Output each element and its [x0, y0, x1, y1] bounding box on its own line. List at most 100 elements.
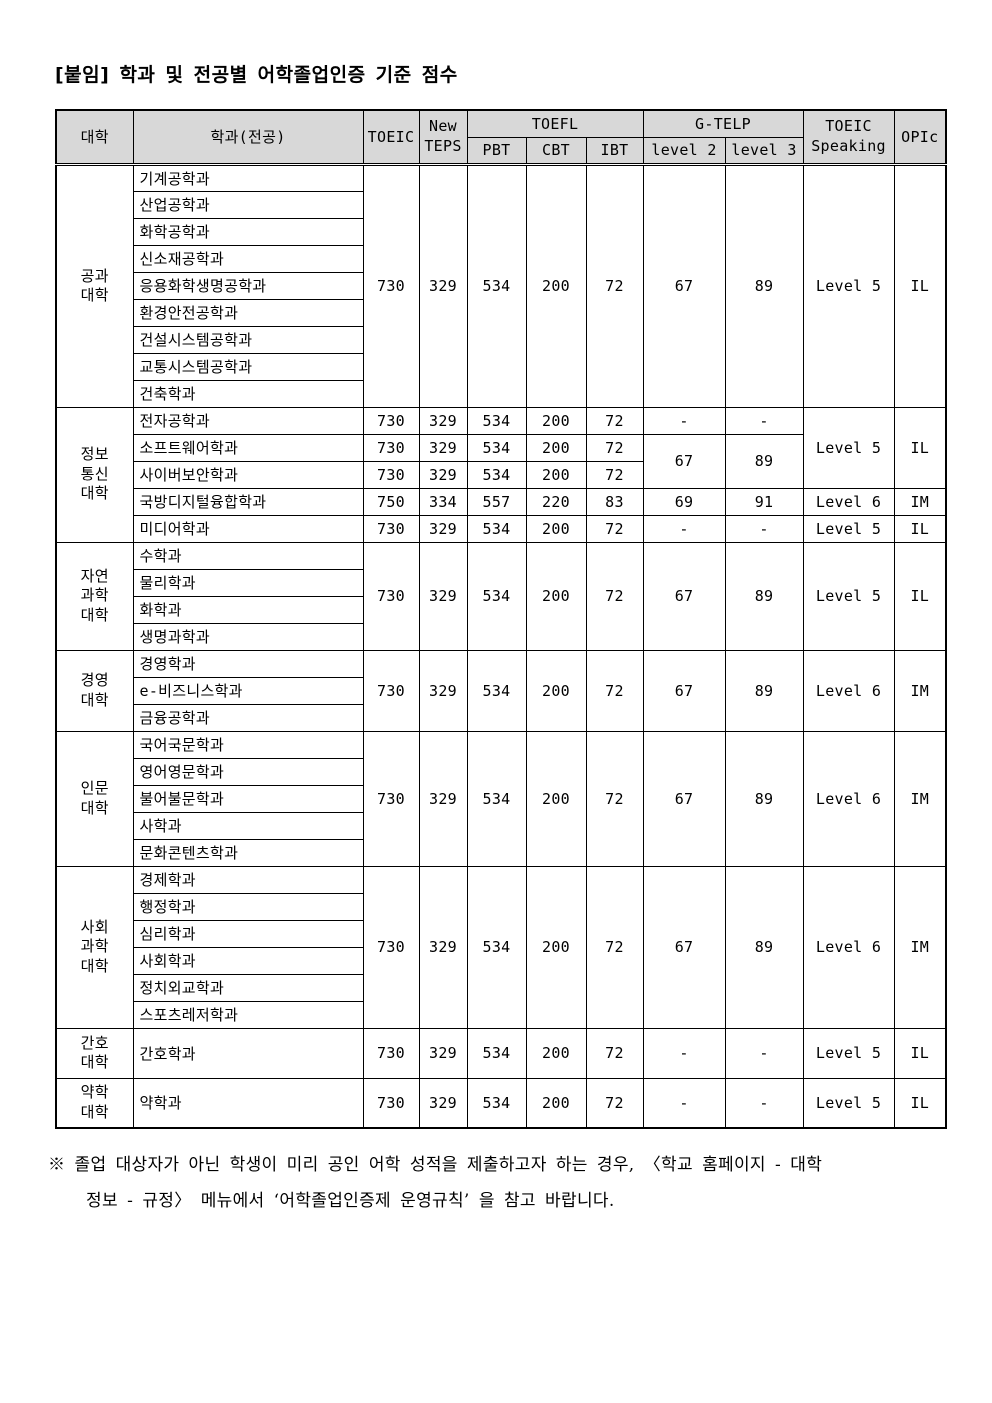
cbt-cell: 200 [525, 514, 587, 543]
dept-cell: 수학과 [132, 541, 364, 570]
toeic-cell: 730 [362, 163, 420, 408]
header-toefl: TOEFL [466, 109, 644, 138]
teps-cell: 329 [418, 514, 468, 543]
dept-cell: 국방디지털융합학과 [132, 487, 364, 516]
ibt-cell: 72 [585, 1027, 644, 1079]
cbt-cell: 200 [525, 1077, 587, 1129]
gtelp2-cell: 67 [642, 433, 726, 489]
header-level3: level 3 [724, 136, 804, 166]
pbt-cell: 534 [466, 1077, 527, 1129]
gtelp3-cell: - [724, 1077, 804, 1129]
dept-cell: 전자공학과 [132, 406, 364, 435]
dept-cell: 사학과 [132, 811, 364, 840]
dept-cell: 경제학과 [132, 865, 364, 894]
gtelp2-cell: 67 [642, 649, 726, 732]
footnote: ※ 졸업 대상자가 아닌 학생이 미리 공인 어학 성적을 제출하고자 하는 경… [48, 1155, 823, 1211]
speaking-cell: Level 6 [802, 865, 895, 1029]
gtelp3-cell: - [724, 514, 804, 543]
header-ibt: IBT [585, 136, 644, 166]
gtelp2-cell: - [642, 406, 726, 435]
ibt-cell: 72 [585, 730, 644, 867]
dept-cell: e-비즈니스학과 [132, 676, 364, 705]
teps-cell: 329 [418, 541, 468, 651]
pbt-cell: 534 [466, 406, 527, 435]
cbt-cell: 200 [525, 865, 587, 1029]
dept-cell: 간호학과 [132, 1027, 364, 1079]
dept-cell: 교통시스템공학과 [132, 352, 364, 381]
college-cell: 공과 대학 [55, 163, 134, 408]
dept-cell: 경영학과 [132, 649, 364, 678]
toeic-cell: 730 [362, 406, 420, 435]
ibt-cell: 72 [585, 433, 644, 462]
cbt-cell: 220 [525, 487, 587, 516]
teps-cell: 329 [418, 865, 468, 1029]
ibt-cell: 72 [585, 514, 644, 543]
dept-cell: 행정학과 [132, 892, 364, 921]
header-college: 대학 [55, 109, 134, 166]
ibt-cell: 72 [585, 1077, 644, 1129]
gtelp3-cell: 89 [724, 433, 804, 489]
document-page: [붙임] 학과 및 전공별 어학졸업인증 기준 점수 대학 학과(전공) TOE… [48, 64, 948, 1211]
dept-cell: 미디어학과 [132, 514, 364, 543]
cbt-cell: 200 [525, 649, 587, 732]
header-toeic: TOEIC [362, 109, 420, 166]
gtelp3-cell: 89 [724, 541, 804, 651]
dept-cell: 불어불문학과 [132, 784, 364, 813]
dept-cell: 영어영문학과 [132, 757, 364, 786]
gtelp2-cell: 67 [642, 163, 726, 408]
teps-cell: 329 [418, 406, 468, 435]
gtelp2-cell: - [642, 514, 726, 543]
cbt-cell: 200 [525, 460, 587, 489]
toeic-cell: 730 [362, 514, 420, 543]
header-new-teps: New TEPS [418, 109, 468, 166]
ibt-cell: 72 [585, 406, 644, 435]
college-cell: 정보 통신 대학 [55, 406, 134, 543]
gtelp3-cell: - [724, 1027, 804, 1079]
ibt-cell: 72 [585, 865, 644, 1029]
dept-cell: 생명과학과 [132, 622, 364, 651]
dept-cell: 스포츠레저학과 [132, 1000, 364, 1029]
opic-cell: IL [893, 1027, 947, 1079]
pbt-cell: 534 [466, 433, 527, 462]
teps-cell: 329 [418, 1027, 468, 1079]
gtelp2-cell: 69 [642, 487, 726, 516]
pbt-cell: 534 [466, 865, 527, 1029]
gtelp3-cell: 89 [724, 163, 804, 408]
dept-cell: 화학과 [132, 595, 364, 624]
ibt-cell: 72 [585, 541, 644, 651]
dept-cell: 문화콘텐츠학과 [132, 838, 364, 867]
dept-cell: 기계공학과 [132, 163, 364, 192]
cbt-cell: 200 [525, 163, 587, 408]
pbt-cell: 534 [466, 1027, 527, 1079]
toeic-cell: 730 [362, 649, 420, 732]
dept-cell: 약학과 [132, 1077, 364, 1129]
toeic-cell: 730 [362, 1027, 420, 1079]
cbt-cell: 200 [525, 433, 587, 462]
opic-cell: IM [893, 730, 947, 867]
dept-cell: 산업공학과 [132, 190, 364, 219]
dept-cell: 금융공학과 [132, 703, 364, 732]
speaking-cell: Level 5 [802, 514, 895, 543]
toeic-cell: 730 [362, 541, 420, 651]
speaking-cell: Level 5 [802, 1077, 895, 1129]
opic-cell: IM [893, 649, 947, 732]
header-opic: OPIc [893, 109, 947, 166]
pbt-cell: 534 [466, 649, 527, 732]
toeic-cell: 730 [362, 865, 420, 1029]
ibt-cell: 72 [585, 460, 644, 489]
teps-cell: 334 [418, 487, 468, 516]
dept-cell: 응용화학생명공학과 [132, 271, 364, 300]
college-cell: 경영 대학 [55, 649, 134, 732]
gtelp3-cell: - [724, 406, 804, 435]
gtelp3-cell: 89 [724, 649, 804, 732]
gtelp2-cell: 67 [642, 865, 726, 1029]
teps-cell: 329 [418, 649, 468, 732]
speaking-cell: Level 5 [802, 541, 895, 651]
header-cbt: CBT [525, 136, 587, 166]
pbt-cell: 534 [466, 514, 527, 543]
dept-cell: 신소재공학과 [132, 244, 364, 273]
dept-cell: 건설시스템공학과 [132, 325, 364, 354]
opic-cell: IM [893, 865, 947, 1029]
pbt-cell: 534 [466, 730, 527, 867]
speaking-cell: Level 5 [802, 1027, 895, 1079]
